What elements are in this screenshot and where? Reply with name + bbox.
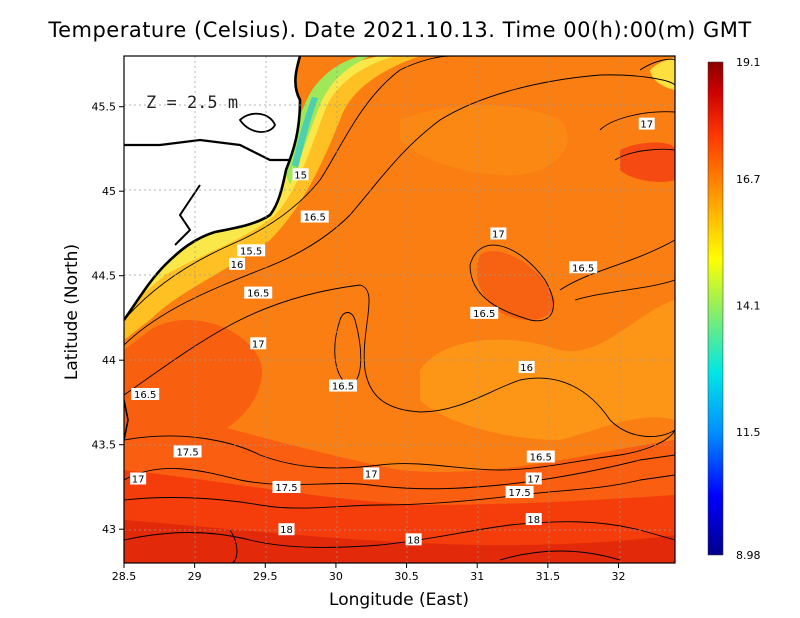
contour-label: 17 <box>640 120 653 131</box>
contour-label-bg <box>569 261 598 274</box>
contour-label: 17 <box>365 469 378 480</box>
contour-label-bg <box>173 445 202 458</box>
x-tick-label: 31.5 <box>536 570 561 583</box>
x-tick-label: 29.5 <box>253 570 278 583</box>
contour-label-bg <box>131 388 160 400</box>
contour-label-bg <box>525 513 542 526</box>
colorbar-label: 16.7 <box>736 173 761 186</box>
contour-label-bg <box>638 117 655 130</box>
y-tick-label: 43 <box>102 523 116 536</box>
contour-label: 16.5 <box>473 309 495 320</box>
contour-label-bg <box>363 467 380 480</box>
y-tick-label: 45.5 <box>92 101 117 114</box>
x-tick-label: 28.5 <box>112 570 137 583</box>
colorbar-labels: 19.1 16.7 14.1 11.5 8.98 <box>736 56 761 562</box>
contour-label-bg <box>244 286 273 299</box>
contour-label: 16 <box>520 363 533 374</box>
contour-label: 16.5 <box>247 289 269 300</box>
contour-label: 18 <box>280 525 293 536</box>
x-tick-label: 29 <box>188 570 202 583</box>
contour-label: 15.5 <box>240 246 262 257</box>
colorbar-label: 19.1 <box>736 56 761 69</box>
contour-label-bg <box>272 480 301 493</box>
contour-label-bg <box>525 472 542 485</box>
plot-frame <box>123 55 676 564</box>
contour-label: 16.5 <box>572 263 594 274</box>
contour-label: 15 <box>294 170 307 181</box>
contour-label-bg <box>470 306 499 319</box>
colorbar-label: 11.5 <box>736 426 761 439</box>
contour-label-bg <box>278 523 295 536</box>
contour-labels: 17 15 16.5 17 15.5 16 16.5 16.5 16.5 17 16 16.5 16.5… <box>130 117 655 546</box>
contour-label-bg <box>526 450 555 463</box>
contour-label-bg <box>490 227 507 240</box>
y-tick-label: 45 <box>102 185 116 198</box>
depth-label: Z = 2.5 m <box>146 93 238 113</box>
x-tick-label: 31 <box>470 570 484 583</box>
x-tick-label: 32 <box>611 570 625 583</box>
contour-label: 17.5 <box>275 483 297 494</box>
x-axis-ticks: 28.5 29 29.5 30 30.5 31 31.5 32 <box>112 563 625 583</box>
contour-label: 16.5 <box>134 390 156 401</box>
x-axis-label: Longitude (East) <box>329 590 469 610</box>
y-axis-ticks: 43 43.5 44 44.5 45 45.5 <box>92 101 124 536</box>
y-axis-label: Latitude (North) <box>62 243 82 381</box>
contour-label-bg <box>250 337 267 350</box>
contour-label: 18 <box>407 535 420 546</box>
contour-label-bg <box>518 360 535 373</box>
contour-label-bg <box>130 472 147 485</box>
contour-label-bg <box>237 244 266 257</box>
contour-label-bg <box>405 533 422 546</box>
colorbar <box>707 61 724 556</box>
chart-title: Temperature (Celsius). Date 2021.10.13. … <box>48 18 752 42</box>
contour-label: 16.5 <box>530 453 552 464</box>
contour-label-bg <box>505 486 534 499</box>
x-tick-label: 30 <box>329 570 343 583</box>
contour-label: 17 <box>527 475 540 486</box>
contour-label: 18 <box>527 515 540 526</box>
contour-label: 17 <box>132 475 145 486</box>
x-tick-label: 30.5 <box>394 570 419 583</box>
colorbar-label: 8.98 <box>736 549 761 562</box>
contour-label: 16.5 <box>332 382 354 393</box>
y-tick-label: 44 <box>102 354 116 367</box>
contour-label: 17 <box>252 339 265 350</box>
temperature-field <box>124 56 675 563</box>
y-tick-label: 43.5 <box>92 439 117 452</box>
contour-label: 16 <box>231 260 244 271</box>
y-tick-label: 44.5 <box>92 270 117 283</box>
colorbar-label: 14.1 <box>736 300 761 313</box>
contour-label: 16.5 <box>304 213 326 224</box>
contour-label: 17 <box>492 229 505 240</box>
contour-label-bg <box>328 379 357 392</box>
contour-label: 17.5 <box>508 488 530 499</box>
contour-label-bg <box>300 210 329 223</box>
contour-label: 17.5 <box>176 447 198 458</box>
contour-label-bg <box>229 257 246 270</box>
contour-label-bg <box>292 168 309 181</box>
